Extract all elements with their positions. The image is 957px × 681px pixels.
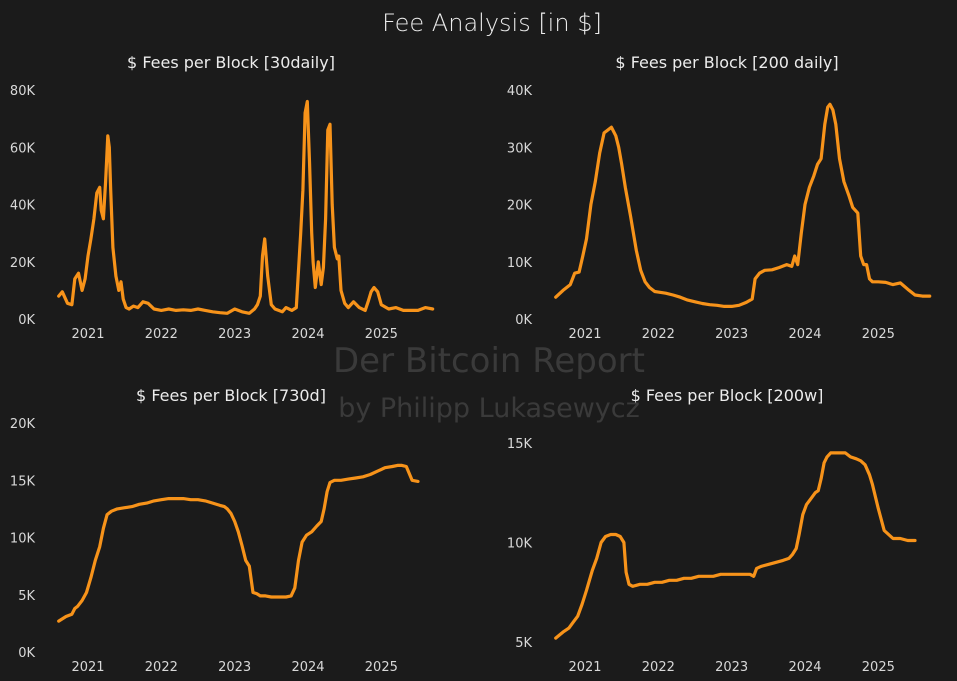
x-tick-label: 2024	[788, 327, 821, 342]
y-tick-label: 10K	[507, 256, 533, 271]
series-line	[57, 463, 420, 623]
x-tick-label: 2025	[862, 327, 895, 342]
y-tick-label: 40K	[507, 84, 533, 99]
chart-title: $ Fees per Block [200w]	[631, 386, 824, 405]
series-line	[554, 451, 917, 640]
y-tick-label: 5K	[515, 636, 532, 651]
y-tick-label: 0K	[18, 646, 35, 661]
y-tick-label: 0K	[515, 313, 532, 328]
chart-panel-fees-200w: $ Fees per Block [200w] 5K 10K 15K 2021 2022…	[507, 386, 917, 675]
x-tick-label: 2022	[642, 660, 675, 675]
y-tick-label: 15K	[10, 474, 36, 489]
chart-title: $ Fees per Block [200 daily]	[615, 53, 838, 72]
x-tick-label: 2024	[788, 660, 821, 675]
y-tick-label: 10K	[10, 532, 36, 547]
y-tick-label: 0K	[18, 313, 35, 328]
x-tick-label: 2024	[291, 327, 324, 342]
y-tick-label: 60K	[10, 141, 36, 156]
watermark-title: Der Bitcoin Report	[333, 341, 645, 381]
x-tick-label: 2025	[365, 660, 398, 675]
x-tick-label: 2021	[568, 660, 601, 675]
figure-title: Fee Analysis [in $]	[382, 9, 602, 37]
y-tick-label: 30K	[507, 141, 533, 156]
chart-panel-fees-730d: $ Fees per Block [730d] 0K 5K 10K 15K 20K 202…	[10, 386, 420, 675]
y-tick-label: 80K	[10, 84, 36, 99]
series-line	[554, 102, 932, 308]
x-tick-label: 2025	[862, 660, 895, 675]
x-tick-label: 2021	[71, 660, 104, 675]
chart-title: $ Fees per Block [30daily]	[127, 53, 335, 72]
chart-title: $ Fees per Block [730d]	[136, 386, 326, 405]
chart-panel-fees-200daily: $ Fees per Block [200 daily] 0K 10K 20K 30K…	[507, 53, 932, 342]
series-line	[57, 99, 435, 315]
x-tick-label: 2025	[365, 327, 398, 342]
y-tick-label: 20K	[507, 199, 533, 214]
y-tick-label: 40K	[10, 199, 36, 214]
y-tick-label: 20K	[10, 256, 36, 271]
x-tick-label: 2021	[568, 327, 601, 342]
x-tick-label: 2023	[218, 327, 251, 342]
x-tick-label: 2023	[715, 327, 748, 342]
x-tick-label: 2022	[145, 660, 178, 675]
watermark-author: by Philipp Lukasewycz	[338, 393, 640, 424]
chart-panel-fees-30daily: $ Fees per Block [30daily] 0K 20K 40K 60K 80…	[10, 53, 435, 342]
y-tick-label: 15K	[507, 437, 533, 452]
y-tick-label: 20K	[10, 417, 36, 432]
y-tick-label: 10K	[507, 536, 533, 551]
x-tick-label: 2021	[71, 327, 104, 342]
x-tick-label: 2022	[145, 327, 178, 342]
x-tick-label: 2023	[218, 660, 251, 675]
x-tick-label: 2023	[715, 660, 748, 675]
y-tick-label: 5K	[18, 589, 35, 604]
x-tick-label: 2022	[642, 327, 675, 342]
x-tick-label: 2024	[291, 660, 324, 675]
